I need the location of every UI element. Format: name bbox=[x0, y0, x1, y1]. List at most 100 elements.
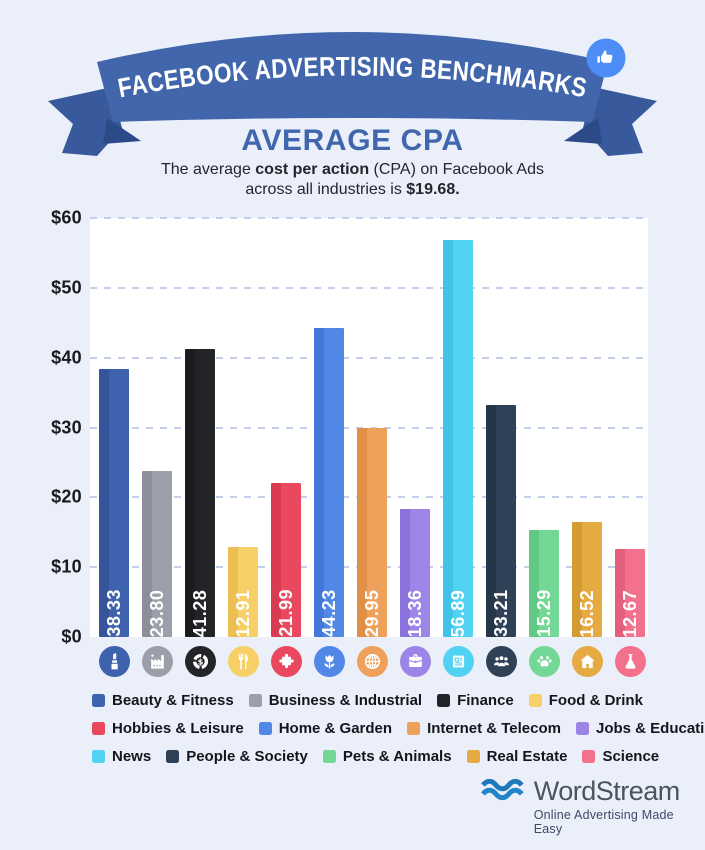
legend-item-beauty-and-fitness: Beauty & Fitness bbox=[92, 692, 234, 709]
legend-item-real-estate: Real Estate bbox=[466, 747, 568, 765]
finance-donut-icon: $ bbox=[192, 653, 208, 670]
bar-value-label: 44.23 bbox=[318, 589, 339, 637]
bar-value-label: 12.67 bbox=[619, 589, 640, 637]
legend-label: Finance bbox=[457, 691, 514, 709]
category-icon-circle-food-and-drink bbox=[227, 646, 259, 677]
category-icon-circle-jobs-and-education bbox=[399, 646, 431, 677]
bar-jobs-and-education: 18.36 bbox=[400, 508, 430, 637]
y-axis-tick-50: $50 bbox=[51, 277, 82, 298]
brand-name: WordStream bbox=[533, 776, 681, 806]
legend-swatch-food-and-drink bbox=[528, 693, 542, 707]
category-icon-circle-internet-and-telecom bbox=[356, 646, 388, 677]
y-axis-tick-10: $10 bbox=[51, 556, 82, 577]
bar-internet-and-telecom: 29.95 bbox=[357, 427, 387, 637]
bar-food-and-drink: 12.91 bbox=[228, 546, 258, 637]
legend-label: Pets & Animals bbox=[342, 747, 452, 765]
y-axis-tick-0: $0 bbox=[61, 626, 82, 647]
legend-label: Science bbox=[602, 747, 660, 765]
legend-label: Food & Drink bbox=[548, 691, 643, 709]
legend-swatch-real-estate bbox=[466, 749, 480, 763]
legend-item-hobbies-and-leisure: Hobbies & Leisure bbox=[92, 720, 244, 737]
legend-swatch-hobbies-and-leisure bbox=[92, 721, 105, 735]
legend-label: Hobbies & Leisure bbox=[112, 719, 244, 737]
y-axis-tick-40: $40 bbox=[51, 347, 82, 368]
tulip-icon bbox=[323, 654, 335, 669]
briefcase-icon bbox=[408, 654, 422, 668]
bar-value-label: 16.52 bbox=[576, 589, 597, 637]
legend-item-jobs-and-education: Jobs & Education bbox=[575, 720, 705, 737]
legend-label: Internet & Telecom bbox=[427, 719, 561, 737]
category-icon-circle-pets-and-animals bbox=[528, 646, 560, 677]
bar-value-label: 41.28 bbox=[189, 589, 210, 637]
footer-logo: WordStream Online Advertising Made Easy bbox=[481, 778, 705, 836]
legend-swatch-science bbox=[582, 749, 596, 763]
legend-label: Business & Industrial bbox=[268, 691, 423, 709]
legend-swatch-pets-and-animals bbox=[322, 749, 336, 763]
people-icon bbox=[493, 656, 509, 667]
brand-tagline: Online Advertising Made Easy bbox=[533, 808, 674, 836]
category-icon-circle-news bbox=[442, 646, 474, 677]
bar-pets-and-animals: 15.29 bbox=[529, 530, 559, 637]
gridline-40 bbox=[90, 356, 648, 359]
subtitle-line-1: The average cost per action (CPA) on Fac… bbox=[161, 161, 544, 178]
bar-finance: 41.28 bbox=[185, 348, 215, 637]
legend-item-people-and-society: People & Society bbox=[166, 748, 308, 765]
bar-value-label: 12.91 bbox=[232, 589, 253, 637]
category-icon-circle-home-and-garden bbox=[313, 646, 345, 677]
category-icon-circle-beauty-and-fitness bbox=[98, 646, 130, 677]
gridline-50 bbox=[90, 286, 648, 289]
legend-item-internet-and-telecom: Internet & Telecom bbox=[407, 720, 561, 737]
ribbon-fold-left bbox=[103, 118, 141, 144]
y-axis-tick-30: $30 bbox=[51, 417, 82, 437]
svg-text:$: $ bbox=[197, 656, 203, 666]
legend-item-news: News bbox=[92, 748, 151, 765]
legend-swatch-internet-and-telecom bbox=[407, 721, 421, 735]
ribbon-band bbox=[97, 32, 608, 122]
bar-value-label: 38.33 bbox=[103, 589, 124, 637]
y-axis-tick-20: $20 bbox=[51, 486, 82, 507]
legend-swatch-beauty-and-fitness bbox=[92, 693, 105, 707]
bar-news: 56.89 bbox=[443, 239, 473, 637]
bar-value-label: 56.89 bbox=[447, 589, 468, 637]
legend-row-2: Hobbies & Leisure Home & Garden Internet &… bbox=[92, 714, 705, 742]
bar-value-label: 33.21 bbox=[490, 589, 511, 637]
waves-icon bbox=[481, 778, 524, 801]
category-icon-circle-real-estate bbox=[571, 646, 603, 677]
page-title: AVERAGE CPA bbox=[241, 124, 464, 157]
legend-item-pets-and-animals: Pets & Animals bbox=[322, 747, 452, 765]
legend-item-finance: Finance bbox=[437, 692, 514, 709]
legend-label: Real Estate bbox=[486, 747, 568, 765]
bar-value-label: 23.80 bbox=[146, 589, 167, 637]
legend-item-science: Science bbox=[582, 748, 659, 765]
paw-icon bbox=[537, 655, 551, 667]
factory-icon bbox=[150, 654, 164, 669]
bar-value-label: 15.29 bbox=[533, 589, 554, 637]
puzzle-icon bbox=[278, 653, 294, 669]
bar-people-and-society: 33.21 bbox=[486, 405, 516, 637]
category-icon-circle-people-and-society bbox=[485, 646, 517, 677]
bar-value-label: 29.95 bbox=[361, 589, 382, 637]
ribbon-tail-left bbox=[48, 87, 122, 156]
bar-home-and-garden: 44.23 bbox=[314, 328, 344, 637]
bar-business-and-industrial: 23.80 bbox=[142, 470, 172, 637]
y-axis-tick-60: $60 bbox=[51, 207, 82, 228]
legend-item-home-and-garden: Home & Garden bbox=[258, 720, 392, 737]
flask-icon bbox=[625, 654, 635, 669]
bar-hobbies-and-leisure: 21.99 bbox=[271, 483, 301, 637]
category-icon-circle-business-and-industrial bbox=[141, 646, 173, 677]
legend-item-business-and-industrial: Business & Industrial bbox=[248, 691, 423, 709]
category-icon-circle-science bbox=[614, 646, 646, 677]
legend-row-1: Beauty & Fitness Business & Industrial Fin… bbox=[92, 686, 705, 714]
bar-real-estate: 16.52 bbox=[572, 521, 602, 637]
legend-label: News bbox=[112, 747, 152, 765]
house-icon bbox=[579, 654, 595, 669]
legend-swatch-finance bbox=[437, 693, 451, 707]
legend-item-food-and-drink: Food & Drink bbox=[528, 691, 643, 709]
legend-label: Beauty & Fitness bbox=[112, 691, 234, 709]
legend-swatch-news bbox=[92, 749, 105, 763]
globe-icon bbox=[364, 653, 380, 670]
bar-value-label: 18.36 bbox=[404, 589, 425, 637]
ribbon-fold-right bbox=[564, 118, 602, 144]
subtitle-line-2: across all industries is $19.68. bbox=[245, 181, 460, 198]
